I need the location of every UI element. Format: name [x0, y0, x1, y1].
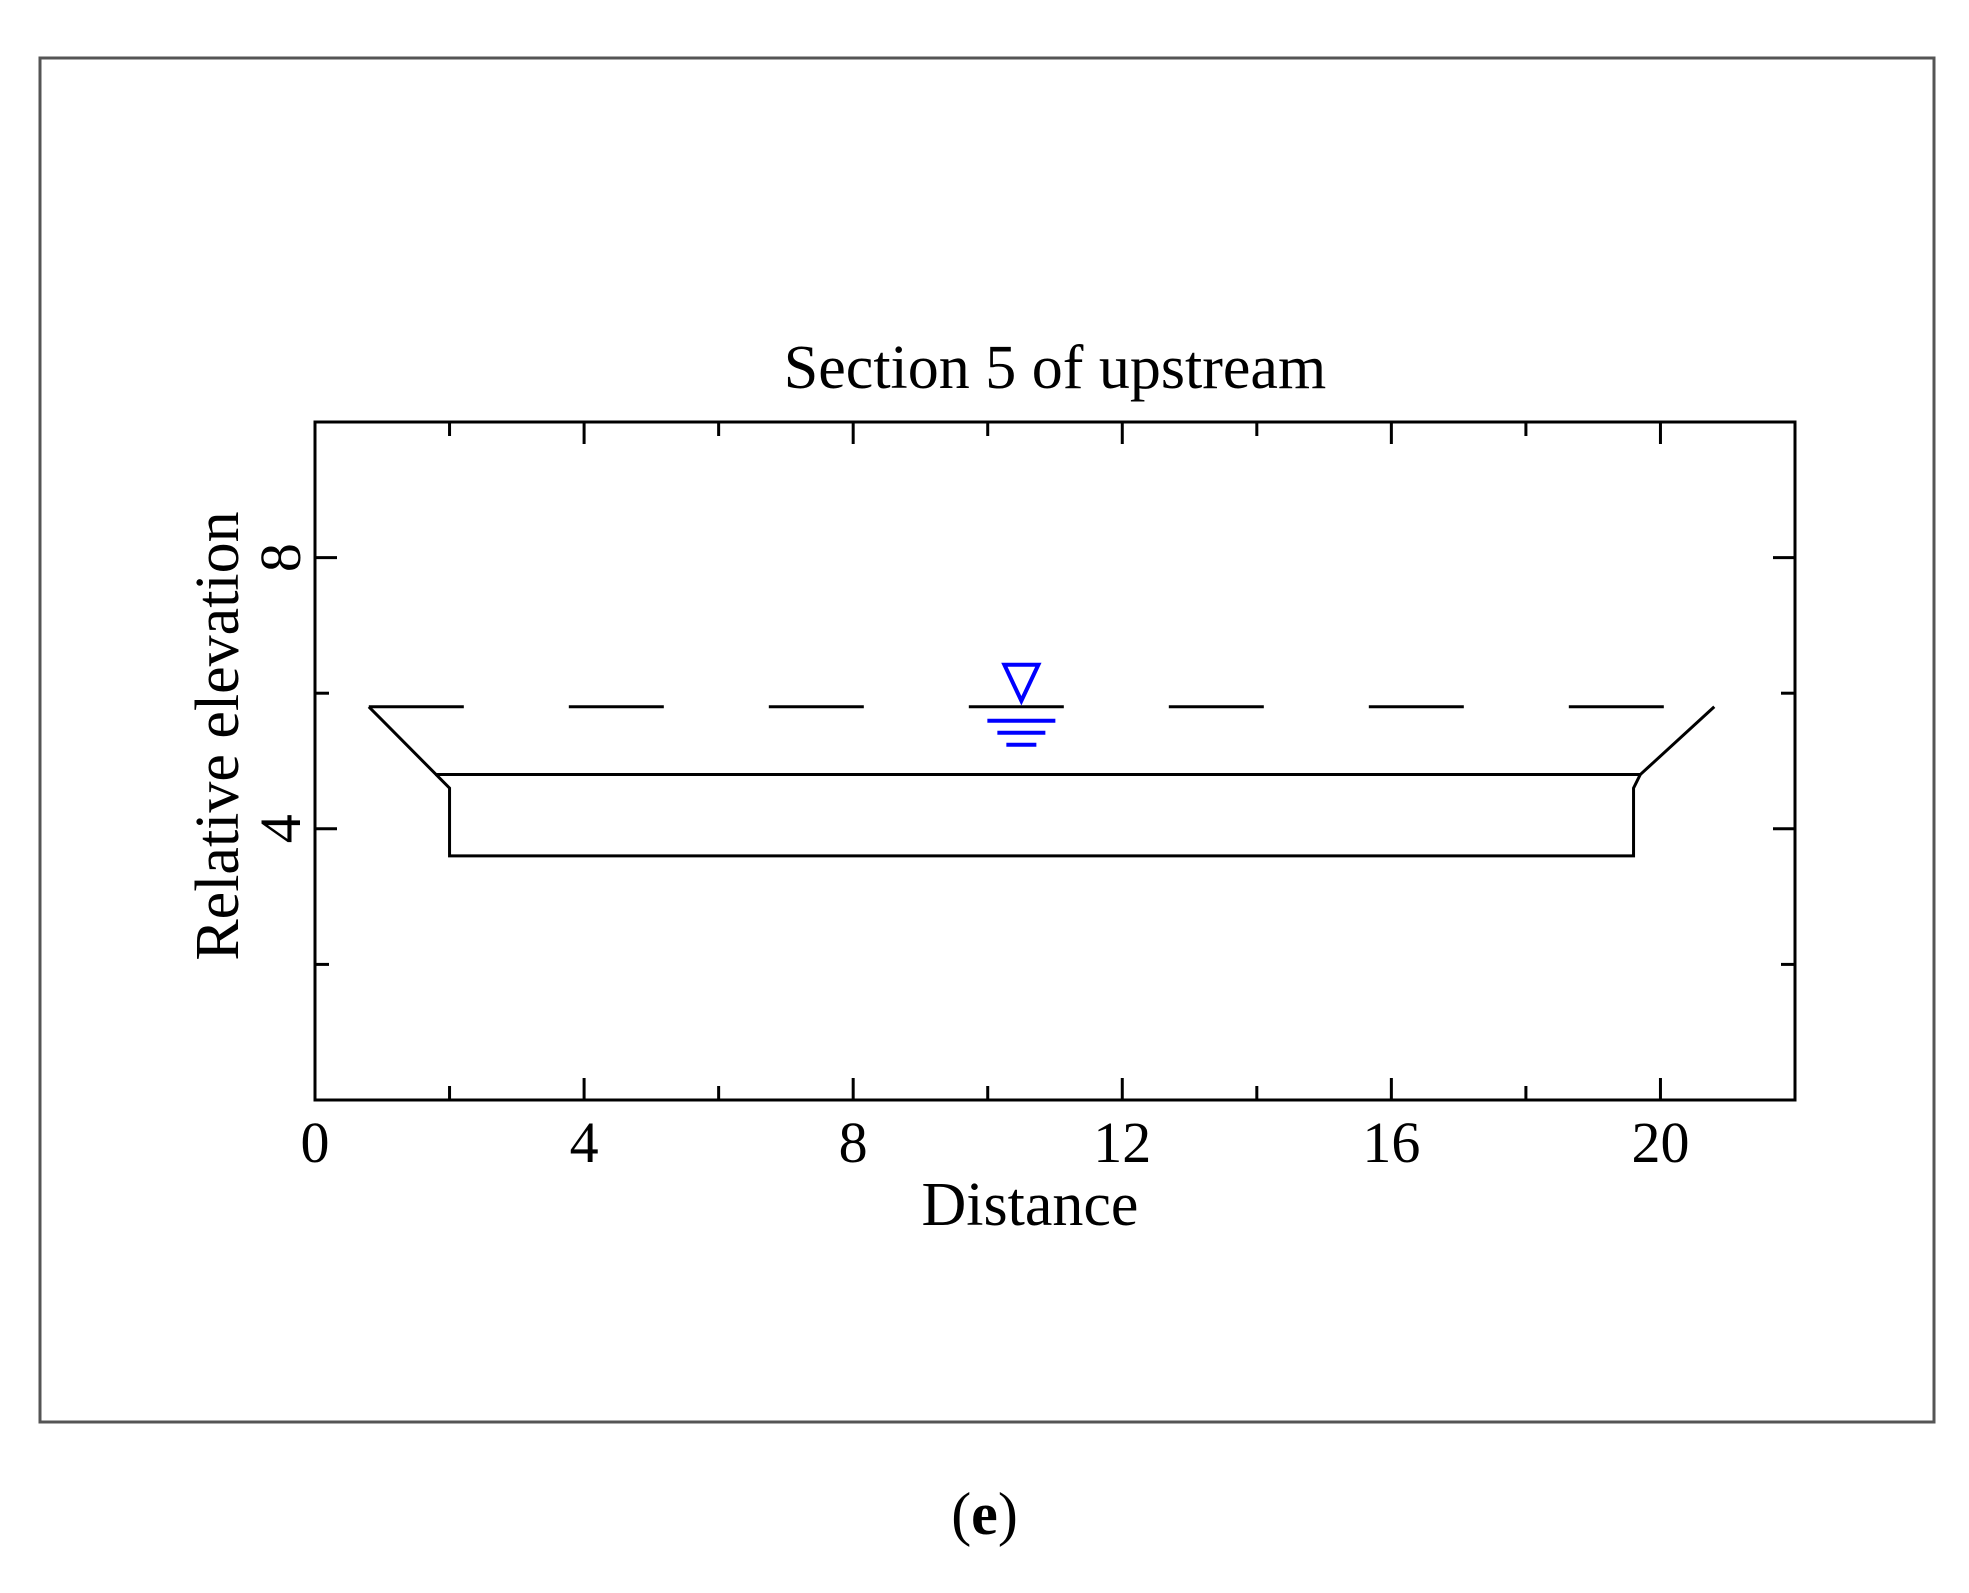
x-axis-label: Distance	[922, 1171, 1139, 1239]
y-axis-label: Relative elevation	[184, 511, 252, 960]
chart-title: Section 5 of upstream	[784, 334, 1326, 402]
caption-open-paren: (	[951, 1481, 972, 1547]
y-tick-label: 4	[248, 814, 313, 843]
x-tick-label: 8	[839, 1110, 868, 1175]
x-tick-label: 16	[1362, 1110, 1420, 1175]
axes: 0 4 8 12 16 20 4 8	[248, 420, 1797, 1175]
water-level-triangle	[1001, 662, 1042, 706]
x-tick-label: 0	[301, 1110, 330, 1175]
series-layer	[367, 705, 1716, 858]
figure-caption: (e)	[0, 1480, 1969, 1549]
x-tick-label: 4	[570, 1110, 599, 1175]
y-tick-label: 8	[248, 543, 313, 572]
series-line-0	[367, 705, 1716, 777]
figure-frame	[38, 56, 1936, 1424]
caption-letter: e	[971, 1481, 998, 1547]
x-tick-label: 12	[1093, 1110, 1151, 1175]
plot-area-frame	[313, 420, 1797, 1102]
water-level-marker	[987, 662, 1056, 747]
caption-close-paren: )	[997, 1481, 1018, 1547]
series-line-1	[435, 773, 1642, 858]
x-tick-label: 20	[1631, 1110, 1689, 1175]
